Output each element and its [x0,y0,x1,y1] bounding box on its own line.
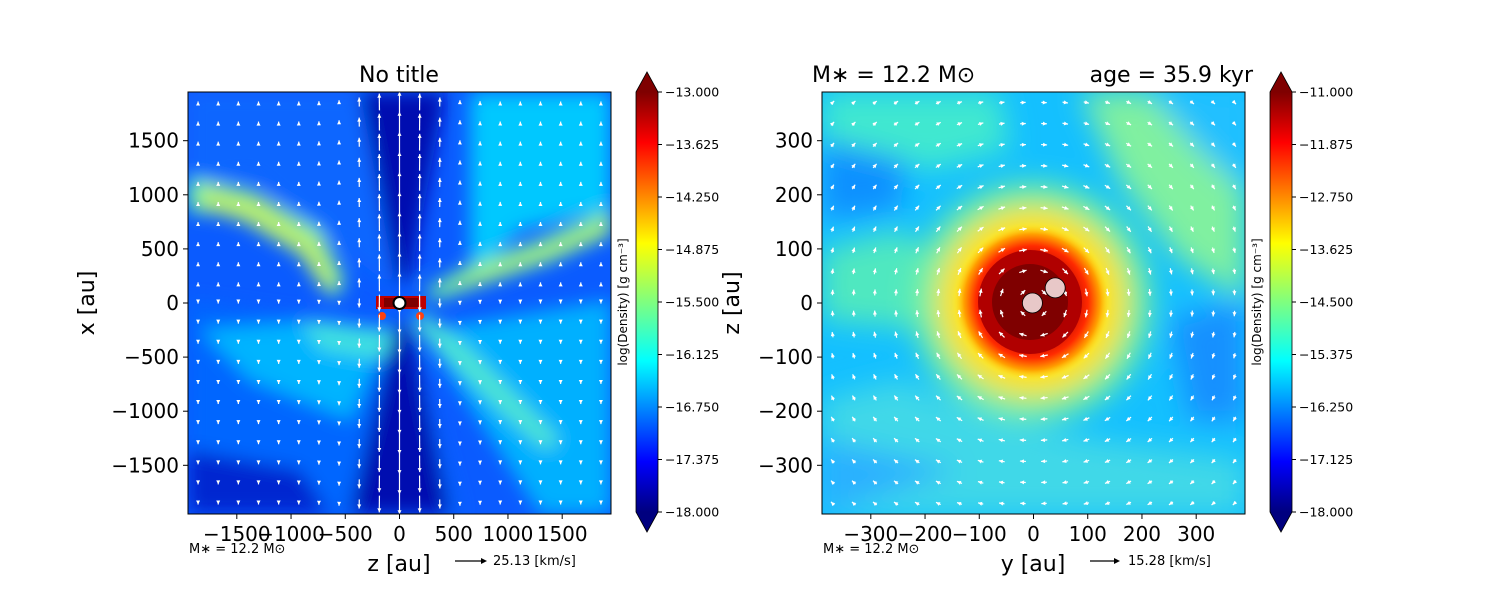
colorbar-tick-label: −16.125 [665,347,719,362]
right-xlabel: y [au] [1001,552,1066,577]
y-tick-label: 200 [775,183,813,207]
y-tick-label: −1500 [111,453,179,477]
x-tick-label: 1000 [483,522,534,546]
left-title: No title [359,63,439,88]
y-tick-label: −200 [758,399,813,423]
right-velocity-key: 15.28 [km/s] [1128,554,1211,569]
colorbar-tick-label: −13.000 [665,85,719,100]
colorbar-tick-label: −14.875 [665,242,719,257]
y-tick-label: −500 [124,345,179,369]
colorbar-tick-label: −18.000 [665,505,719,520]
y-tick-label: 0 [166,291,179,315]
y-tick-label: 1500 [128,129,179,153]
y-tick-label: −1000 [111,399,179,423]
colorbar-tick-label: −11.875 [1299,137,1353,152]
colorbar-tick-label: −13.625 [665,137,719,152]
x-tick-label: 300 [1177,522,1215,546]
y-tick-label: 300 [775,129,813,153]
star-marker [1045,278,1065,298]
colorbar-tick-label: −16.250 [1299,400,1353,415]
colorbar-tick-label: −11.000 [1299,85,1353,100]
colorbar-tick-label: −14.500 [1299,295,1353,310]
colorbar-tick-label: −18.000 [1299,505,1353,520]
colorbar-tick-label: −13.625 [1299,242,1353,257]
colorbar-tick-label: −12.750 [1299,190,1353,205]
right-colorbar-label: log(Density) [g cm⁻³] [1250,238,1264,365]
y-tick-label: 500 [141,237,179,261]
left-colorbar: −13.000 −13.625 −14.250 −14.875 −15.500 −16.1… [616,72,719,532]
colorbar-tick-label: −16.750 [665,400,719,415]
left-annotation: M∗ = 12.2 M⊙ [189,542,285,557]
colorbar-tick-label: −15.500 [665,295,719,310]
x-tick-label: 0 [393,522,406,546]
left-xlabel: z [au] [367,552,430,577]
x-tick-label: 500 [435,522,473,546]
y-tick-label: 100 [775,237,813,261]
x-tick-label: −100 [952,522,1007,546]
right-colorbar: −11.000 −11.875 −12.750 −13.625 −14.500 −15.3… [1250,72,1353,532]
x-tick-label: −500 [318,522,373,546]
left-velocity-key: 25.13 [km/s] [493,554,576,569]
y-tick-label: −300 [758,453,813,477]
y-tick-label: 1000 [128,183,179,207]
colorbar-tick-label: −17.375 [665,452,719,467]
star-marker [1022,293,1042,313]
right-annotation: M∗ = 12.2 M⊙ [823,542,919,557]
left-colorbar-label: log(Density) [g cm⁻³] [616,238,630,365]
x-tick-label: 0 [1027,522,1040,546]
star-marker [394,297,406,309]
x-tick-label: 200 [1123,522,1161,546]
right-title-age: age = 35.9 kyr [1090,63,1254,88]
y-tick-label: 0 [800,291,813,315]
colorbar-tick-label: −15.375 [1299,347,1353,362]
right-title-mass: M∗ = 12.2 M⊙ [812,63,975,88]
x-tick-label: 1500 [537,522,588,546]
right-ylabel: z [au] [720,271,745,334]
left-ylabel: x [au] [75,271,100,336]
left-stars [394,297,406,309]
x-tick-label: 100 [1069,522,1107,546]
colorbar-tick-label: −17.125 [1299,452,1353,467]
colorbar-tick-label: −14.250 [665,190,719,205]
y-tick-label: −100 [758,345,813,369]
